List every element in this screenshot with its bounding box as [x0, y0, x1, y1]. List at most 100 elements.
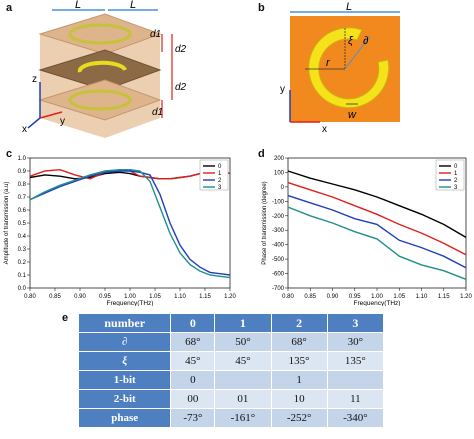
L-label-right: L — [130, 0, 136, 11]
x-tick-label: 0.85 — [304, 294, 316, 300]
y-tick-label: -700 — [272, 286, 285, 292]
panel-b-figure: L ξ ∂ r w y x — [280, 1, 400, 135]
x-axis-title: Frequency(THz) — [354, 300, 401, 306]
panel-label-a: a — [6, 2, 13, 14]
table-cell: 10 — [271, 390, 327, 408]
panel-label-e: e — [62, 312, 69, 324]
table-header-cell: 2 — [271, 314, 327, 332]
table-header-cell: 1 — [215, 314, 271, 332]
table-cell: 68° — [271, 333, 327, 351]
table-cell: 45° — [171, 352, 215, 370]
legend-label-1: 1 — [218, 171, 222, 177]
table-header-cell: number — [79, 314, 171, 332]
x-tick-label: 1.20 — [460, 294, 472, 300]
x-tick-label: 1.05 — [393, 294, 405, 300]
y-tick-label: 0.2 — [18, 260, 27, 266]
d1-bottom-label: d1 — [152, 107, 163, 118]
y-tick-label: 200 — [274, 156, 285, 162]
y-tick-label: -200 — [272, 214, 285, 220]
legend-box — [199, 159, 229, 191]
L-label: L — [346, 1, 352, 13]
table-row: 1-bit 0 1 — [79, 371, 383, 389]
series-line-2 — [287, 194, 467, 269]
x-tick-label: 0.80 — [24, 294, 36, 300]
y-tick-label: 0.9 — [18, 169, 27, 175]
table-row-header: ∂ — [79, 333, 171, 351]
w-label: w — [348, 109, 357, 121]
d1-top-label: d1 — [150, 29, 161, 40]
series-line-3 — [29, 169, 231, 279]
y-tick-label: -500 — [272, 257, 285, 263]
panel-a-figure: L L d1 d2 d2 d1 z y x — [22, 0, 187, 138]
x-tick-label: 1.05 — [149, 294, 161, 300]
x-tick-label: 1.00 — [371, 294, 383, 300]
x-tick-label: 1.15 — [438, 294, 450, 300]
legend-label-3: 3 — [454, 185, 458, 191]
x-tick-label: 0.90 — [327, 294, 339, 300]
partial-label: ∂ — [363, 35, 369, 47]
x-tick-label: 0.80 — [282, 294, 294, 300]
d2-top-label: d2 — [175, 44, 187, 55]
legend-label-3: 3 — [218, 185, 222, 191]
x-tick-label: 1.20 — [224, 294, 236, 300]
x-tick-label: 0.90 — [74, 294, 86, 300]
table-cell: 135° — [327, 352, 383, 370]
legend-box — [435, 159, 465, 191]
x-tick-label: 1.15 — [199, 294, 211, 300]
y-tick-label: 0.4 — [18, 234, 27, 240]
legend-label-1: 1 — [454, 171, 458, 177]
y-tick-label: 0.7 — [18, 195, 27, 201]
y-axis-title: Amplitude of transmission (a.u) — [4, 182, 10, 265]
x-axis-label: x — [322, 124, 327, 135]
x-tick-label: 1.10 — [416, 294, 428, 300]
table-row: ∂ 68° 50° 68° 30° — [79, 333, 383, 351]
split-ring-resonator — [308, 27, 390, 109]
y-tick-label: 0.5 — [18, 221, 27, 227]
legend-label-2: 2 — [218, 178, 222, 184]
top-ring — [68, 23, 132, 45]
y-tick-label: 0.8 — [18, 182, 27, 188]
middle-layer — [38, 49, 162, 91]
table-cell: 0 — [171, 371, 215, 389]
legend-label-0: 0 — [218, 164, 222, 170]
table-row-header: 2-bit — [79, 390, 171, 408]
gap-line — [344, 35, 371, 70]
table-cell: 45° — [215, 352, 271, 370]
d2-bottom-label: d2 — [175, 82, 187, 93]
table-header-cell: 3 — [327, 314, 383, 332]
top-layer — [38, 13, 162, 55]
panel-label-d: d — [258, 148, 265, 160]
y-tick-label: 0 — [281, 185, 285, 191]
x-tick-label: 1.10 — [174, 294, 186, 300]
y-tick-label: 1.0 — [18, 156, 27, 162]
series-line-2 — [29, 170, 231, 276]
y-tick-label: -100 — [272, 199, 285, 205]
amplitude-chart: 0.80 0.85 0.90 0.95 1.00 1.05 1.10 1.15 1.200.00… — [4, 156, 236, 306]
y-axis-label: y — [60, 116, 65, 127]
legend-label-2: 2 — [454, 178, 458, 184]
table-row: ξ 45° 45° 135° 135° — [79, 352, 383, 370]
table-row-header: phase — [79, 409, 171, 427]
table-row: phase -73° -161° -252° -340° — [79, 409, 383, 427]
table-cell — [327, 371, 383, 389]
y-axis-label: y — [280, 84, 285, 95]
table-cell: 1 — [271, 371, 327, 389]
middle-split-ring — [77, 60, 127, 73]
table-cell: 30° — [327, 333, 383, 351]
y-tick-label: 0.1 — [18, 273, 27, 279]
y-axis — [39, 111, 63, 119]
series-line-0 — [287, 170, 467, 239]
bottom-layer — [38, 79, 162, 121]
x-axis-label: x — [22, 124, 27, 135]
xi-label: ξ — [348, 35, 354, 47]
table-header-row: number 0 1 2 3 — [79, 314, 383, 332]
table-cell: 135° — [271, 352, 327, 370]
z-axis-label: z — [32, 74, 37, 85]
table-cell: 00 — [171, 390, 215, 408]
y-tick-label: -600 — [272, 272, 285, 278]
series-line-1 — [287, 181, 467, 256]
y-tick-label: 0.3 — [18, 247, 27, 253]
table-cell: 68° — [171, 333, 215, 351]
series-line-3 — [287, 206, 467, 280]
y-tick-label: 0.0 — [18, 286, 27, 292]
